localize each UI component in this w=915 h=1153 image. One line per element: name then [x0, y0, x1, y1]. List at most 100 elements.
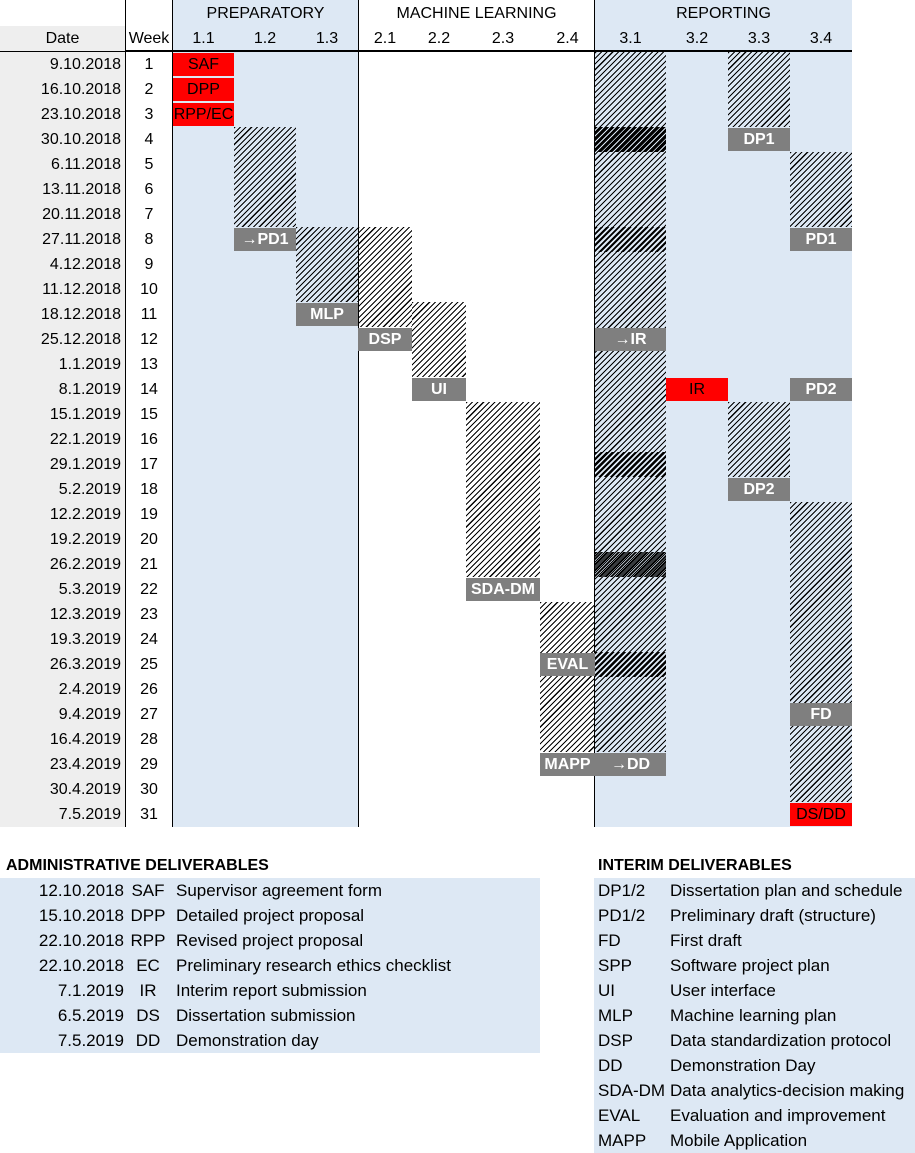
vertical-line [125, 0, 126, 827]
legend-desc: Evaluation and improvement [670, 1106, 886, 1125]
task-bar [296, 227, 358, 302]
row-date: 22.1.2019 [0, 427, 125, 452]
row-date: 12.2.2019 [0, 502, 125, 527]
milestone-label: RPP/EC [173, 103, 234, 126]
legend-desc: Demonstration day [176, 1031, 319, 1050]
row-week: 26 [140, 681, 158, 698]
interim-legend-title: INTERIM DELIVERABLES [598, 857, 792, 874]
legend-desc: Supervisor agreement form [176, 881, 382, 900]
row-date: 7.5.2019 [0, 802, 125, 827]
legend-desc: Detailed project proposal [176, 906, 365, 925]
legend-code: FD [598, 931, 621, 950]
row-date: 18.12.2018 [0, 302, 125, 327]
task-bar [358, 227, 412, 327]
milestone-label: MLP [296, 303, 358, 326]
row-week: 27 [140, 706, 158, 723]
row-date: 5.3.2019 [0, 577, 125, 602]
legend-desc: Preliminary draft (structure) [670, 906, 876, 925]
legend-code: DSP [598, 1031, 633, 1050]
row-date: 30.4.2019 [0, 777, 125, 802]
row-date: 26.3.2019 [0, 652, 125, 677]
legend-date: 22.10.2018 [38, 956, 124, 975]
admin-legend-item: 7.1.2019 IR Interim report submission [0, 978, 540, 1003]
milestone-label: UI [412, 378, 466, 401]
legend-code: DP1/2 [598, 881, 646, 900]
legend-date: 15.10.2018 [38, 906, 124, 925]
row-date: 9.10.2018 [0, 52, 125, 77]
row-date: 30.10.2018 [0, 127, 125, 152]
row-week: 29 [140, 756, 158, 773]
row-date: 4.12.2018 [0, 252, 125, 277]
legend-code: MAPP [598, 1131, 647, 1150]
row-week: 18 [140, 481, 158, 498]
vertical-line [594, 0, 595, 827]
milestone-label: DS/DD [790, 803, 852, 826]
row-week: 13 [140, 356, 158, 373]
task-bar [466, 402, 540, 577]
row-date: 26.2.2019 [0, 552, 125, 577]
interim-legend-item: MLP Machine learning plan [594, 1003, 915, 1028]
legend-code: SDA-DM [598, 1081, 666, 1100]
row-date: 1.1.2019 [0, 352, 125, 377]
interim-legend-item: DD Demonstration Day [594, 1053, 915, 1078]
row-week: 24 [140, 631, 158, 648]
phase-title: PREPARATORY [206, 5, 325, 22]
phase-title: MACHINE LEARNING [396, 5, 557, 22]
legend-code: DD [135, 1031, 161, 1050]
row-date: 23.10.2018 [0, 102, 125, 127]
legend-date: 7.1.2019 [57, 981, 124, 1000]
row-week: 9 [144, 256, 154, 273]
legend-desc: Dissertation plan and schedule [670, 881, 903, 900]
milestone-label: MAPP [540, 753, 595, 776]
legend-code: DPP [130, 906, 166, 925]
task-bar [234, 127, 296, 227]
column-header: 2.2 [427, 30, 451, 47]
row-date: 6.11.2018 [0, 152, 125, 177]
interim-legend-item: PD1/2 Preliminary draft (structure) [594, 903, 915, 928]
row-week: 28 [140, 731, 158, 748]
legend-desc: First draft [670, 931, 742, 950]
column-header: 3.3 [747, 30, 771, 47]
milestone-label: PD1 [790, 228, 852, 251]
row-date: 16.10.2018 [0, 77, 125, 102]
row-week: 20 [140, 531, 158, 548]
admin-legend-item: 15.10.2018 DPP Detailed project proposal [0, 903, 540, 928]
row-week: 5 [144, 156, 154, 173]
phase-title: REPORTING [676, 5, 771, 22]
milestone-label: →DD [595, 753, 666, 776]
admin-legend-title: ADMINISTRATIVE DELIVERABLES [6, 857, 269, 874]
row-week: 11 [140, 306, 158, 323]
task-bar-dark-segment [595, 652, 666, 677]
legend-date: 6.5.2019 [57, 1006, 124, 1025]
row-week: 23 [140, 606, 158, 623]
milestone-label: PD2 [790, 378, 852, 401]
task-bar [728, 402, 790, 477]
row-date: 9.4.2019 [0, 702, 125, 727]
row-date: 8.1.2019 [0, 377, 125, 402]
column-header: 1.2 [253, 30, 277, 47]
gantt-chart: PREPARATORY 1.1 1.2 1.3 MACHINE LEARNING 2.1 2… [0, 0, 852, 827]
row-week: 22 [140, 581, 158, 598]
legend-desc: Interim report submission [176, 981, 367, 1000]
interim-legend-item: DP1/2 Dissertation plan and schedule [594, 878, 915, 903]
row-week: 30 [140, 781, 158, 798]
row-week: 17 [140, 456, 158, 473]
legend-desc: Data standardization protocol [670, 1031, 892, 1050]
row-week: 10 [140, 281, 158, 298]
column-header: 2.3 [491, 30, 515, 47]
admin-legend-item: 6.5.2019 DS Dissertation submission [0, 1003, 540, 1028]
week-header: Week [128, 30, 170, 47]
row-date: 2.4.2019 [0, 677, 125, 702]
row-week: 16 [140, 431, 158, 448]
row-date: 12.3.2019 [0, 602, 125, 627]
legend-code: SAF [131, 881, 165, 900]
legend-code: DD [598, 1056, 623, 1075]
column-header: 3.4 [809, 30, 833, 47]
milestone-label: SAF [173, 53, 234, 76]
row-date: 19.3.2019 [0, 627, 125, 652]
admin-legend-item: 22.10.2018 EC Preliminary research ethics … [0, 953, 540, 978]
interim-legend-item: DSP Data standardization protocol [594, 1028, 915, 1053]
row-week: 12 [140, 331, 158, 348]
column-header: 1.1 [192, 30, 215, 47]
legend-desc: Data analytics-decision making [670, 1081, 905, 1100]
